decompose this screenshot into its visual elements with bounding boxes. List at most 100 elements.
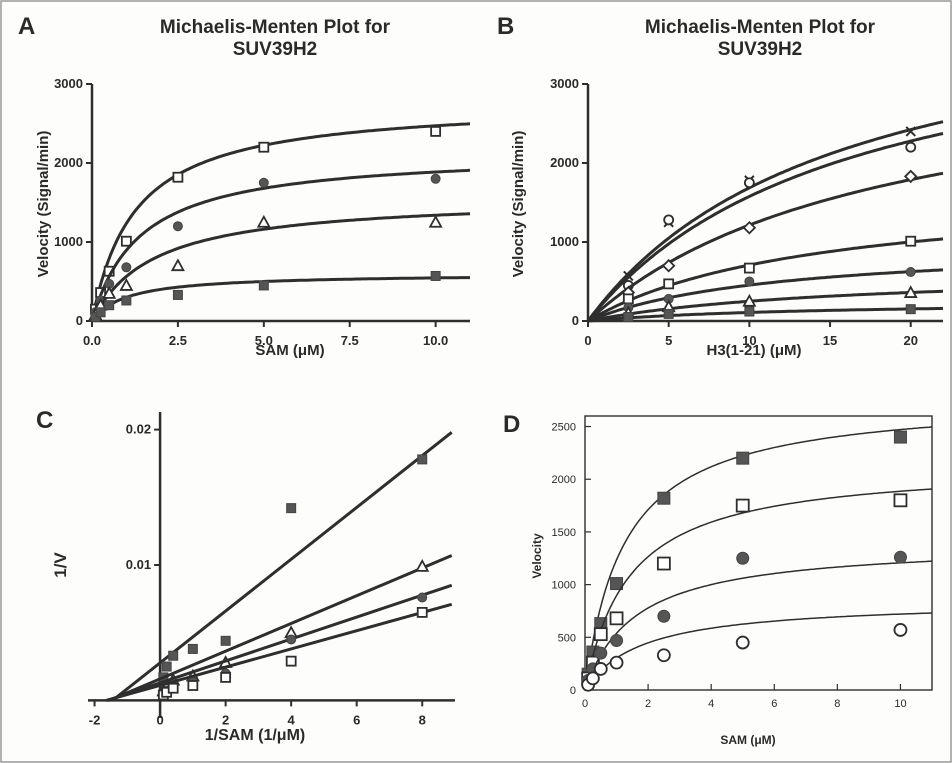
panel-a-ylabel: Velocity (Signal/min) — [35, 131, 52, 278]
panel-d-x-tick-label: 8 — [834, 698, 840, 710]
panel-c-axes: -2 0 2 4 6 8 0.01 0.02 — [88, 412, 455, 727]
panel-b-series-3-point — [903, 169, 918, 184]
panel-b-series-7-point — [623, 312, 634, 323]
panel-a-series-2-point — [172, 221, 183, 232]
panel-a-x-tick-label: 5.0 — [255, 333, 273, 348]
panel-d-series-1 — [581, 426, 933, 691]
panel-a-series-2-point — [121, 262, 132, 273]
panel-a-series-4-point — [172, 289, 183, 300]
panel-b-series-4-point — [622, 293, 634, 305]
panel-b-y-tick-label: 2000 — [550, 155, 579, 170]
panel-c-ylabel: 1/V — [51, 552, 70, 578]
panel-a-series-4-point — [121, 295, 132, 306]
panel-c-series-1 — [111, 431, 453, 702]
panel-a-series-2-point — [430, 173, 441, 184]
panel-d-series-3-point — [610, 633, 624, 647]
panel-d-series-4 — [581, 612, 933, 692]
panel-c-series-1-point — [286, 503, 297, 514]
panel-d-series-1-point — [736, 451, 750, 465]
panel-a-series-3-fit-line — [90, 212, 471, 322]
panel-d-series-2-point — [609, 611, 624, 626]
panel-d-series-4-point — [656, 648, 671, 663]
panel-d-series-2-fit-line — [584, 488, 933, 691]
panel-b-series-6-point — [742, 293, 757, 307]
panel-b-series-2 — [586, 132, 944, 322]
panel-a-series-1-point — [258, 141, 270, 153]
panel-c-series-1-point — [187, 643, 198, 654]
panel-c-series-2-fit-line — [108, 554, 453, 702]
panel-a-axes: 0.0 2.5 5.0 7.5 10.0 0 1000 2000 3000 — [54, 76, 470, 348]
panel-b-series-7-point — [905, 304, 916, 315]
panel-d-y-tick-label: 1500 — [552, 527, 576, 539]
panel-d-series-1-point — [610, 577, 624, 591]
panel-c-x-tick-label: 4 — [288, 712, 296, 727]
panel-d-series-4-point — [585, 671, 600, 686]
panel-b-series-1 — [586, 120, 944, 322]
panel-d-x-tick-label: 6 — [771, 698, 777, 710]
panel-c-series-1-point — [161, 661, 172, 672]
panel-d-series-4-point — [893, 623, 908, 637]
panel-b-x-tick-label: 20 — [903, 333, 917, 348]
panel-a-series-1-fit-line — [90, 122, 471, 322]
panel-d-y-tick-label: 500 — [558, 632, 576, 644]
panel-c-series-1-point — [220, 635, 231, 646]
panel-a-series-4 — [90, 270, 470, 323]
panel-d-axes: 0 2 4 6 8 10 0 500 1000 1500 2000 2500 — [552, 415, 933, 710]
panel-a-series-2-point — [258, 177, 269, 188]
panel-c-series-1-point — [417, 454, 428, 465]
panel-a-series-3-point — [428, 214, 443, 228]
panel-a-title-line-1: Michaelis-Menten Plot for — [160, 17, 391, 38]
panel-b-xlabel: H3(1-21) (μM) — [706, 342, 801, 359]
panel-c-series-4-fit-line — [105, 602, 453, 702]
panel-a-series-2 — [90, 168, 471, 322]
panel-a-x-tick-label: 10.0 — [423, 333, 448, 348]
panel-c-x-tick-label: 0 — [156, 712, 163, 727]
panel-b-series-5 — [587, 267, 944, 323]
panel-b-x-tick-label: 0 — [584, 333, 591, 348]
panel-c-series-4-point — [285, 655, 297, 667]
panel-b-y-tick-label: 1000 — [550, 234, 579, 249]
panel-a-y-tick-label: 0 — [76, 313, 83, 328]
panel-b-series-7 — [587, 304, 944, 323]
panel-a-series-4-point — [258, 280, 269, 291]
panel-c: C 1/V 1/SAM (1/μM) -2 0 2 4 6 8 0.01 0.02 — [36, 407, 455, 744]
panel-c-x-tick-label: 2 — [222, 712, 229, 727]
panel-d-y-tick-label: 0 — [570, 685, 576, 697]
panel-b-series-3-point — [661, 258, 676, 273]
panel-d-x-tick-label: 2 — [645, 698, 651, 710]
panel-c-series-4-point — [416, 606, 428, 618]
panel-d-series-3-point — [657, 609, 671, 623]
panel-d-series-4-point — [735, 635, 750, 650]
panel-b-title-line-2: SUV39H2 — [718, 39, 803, 60]
panel-b-series-1-fit-line — [586, 120, 944, 322]
panel-c-y-tick-label: 0.01 — [126, 557, 151, 572]
panel-a: A Michaelis-Menten Plot for SUV39H2 Velo… — [18, 13, 471, 359]
panel-a-x-tick-label: 2.5 — [169, 333, 187, 348]
panel-b-series-1-point — [905, 126, 916, 137]
panel-a-series-4-point — [430, 270, 441, 281]
panel-b-series-5-point — [905, 267, 916, 278]
panel-c-series-2-point — [415, 558, 430, 572]
panel-b-series-3 — [586, 169, 944, 323]
panel-d-series-3-point — [594, 646, 608, 660]
panel-d-series-2 — [581, 488, 933, 691]
panel-b-series-5-fit-line — [587, 268, 944, 323]
panel-d-series-1-fit-line — [584, 426, 933, 691]
panel-b-series-6-point — [903, 285, 918, 298]
panel-letter-b: B — [497, 13, 514, 40]
panel-a-series-1-point — [120, 235, 132, 247]
panel-b-y-tick-label: 0 — [572, 313, 579, 328]
panel-a-series-1-point — [172, 171, 184, 183]
panel-letter-a: A — [18, 13, 35, 40]
panel-b-series-7-fit-line — [587, 306, 944, 323]
panel-b-series-4-point — [905, 235, 917, 247]
panel-letter-c: C — [36, 407, 53, 434]
panel-b-series-3-fit-line — [586, 171, 944, 323]
panel-b-x-tick-label: 15 — [823, 333, 837, 348]
panel-b-series-2-fit-line — [586, 132, 944, 322]
panel-b-series-4-point — [743, 262, 755, 274]
panel-c-x-tick-label: -2 — [89, 712, 101, 727]
panel-c-x-tick-label: 6 — [353, 712, 360, 727]
panel-c-series-3-fit-line — [107, 583, 453, 702]
